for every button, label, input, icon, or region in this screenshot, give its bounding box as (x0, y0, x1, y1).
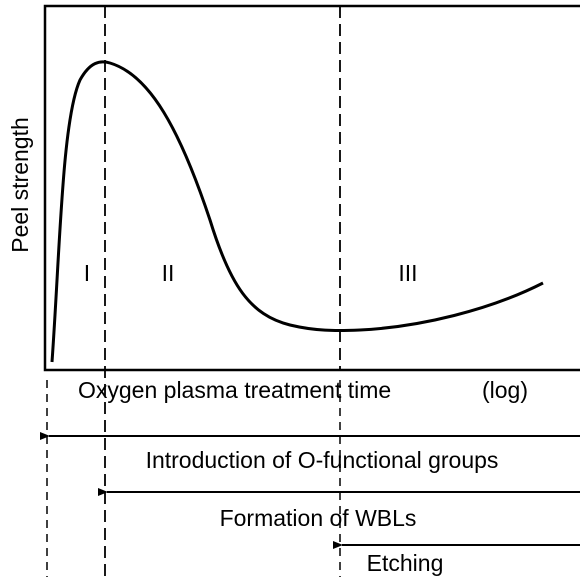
process-label: Formation of WBLs (220, 505, 417, 531)
x-axis-label: Oxygen plasma treatment time (78, 377, 391, 403)
region-label: III (398, 260, 417, 286)
x-axis-scale: (log) (482, 377, 528, 403)
curve (50, 60, 544, 363)
region-label: I (84, 260, 90, 286)
region-label: II (162, 260, 175, 286)
y-axis-label: Peel strength (7, 117, 33, 253)
process-label: Etching (367, 550, 444, 576)
plot-frame (43, 4, 580, 372)
process-label: Introduction of O-functional groups (146, 447, 499, 473)
